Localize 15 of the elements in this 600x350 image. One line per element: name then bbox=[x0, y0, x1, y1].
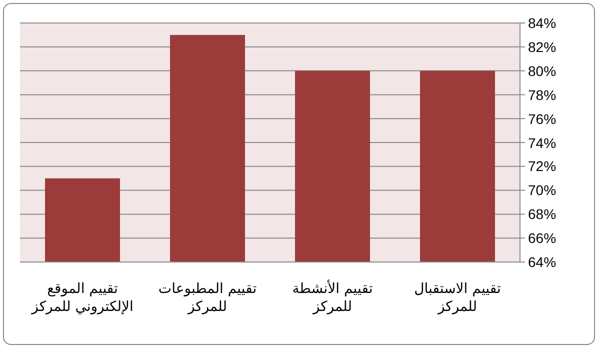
y-tick-label: 64% bbox=[528, 254, 556, 270]
x-tick-label: تقييم المطبوعات للمركز bbox=[157, 280, 258, 316]
y-tick-label: 80% bbox=[528, 62, 556, 79]
y-tick-label: 82% bbox=[528, 38, 556, 55]
y-tick-label: 74% bbox=[528, 134, 556, 150]
y-tick-label: 84% bbox=[528, 15, 556, 31]
x-tick-label: تقييم الأنشطة للمركز bbox=[291, 280, 374, 316]
y-tick-label: 70% bbox=[528, 182, 556, 198]
y-tick-label: 72% bbox=[528, 158, 556, 174]
y-tick-label: 66% bbox=[528, 230, 556, 246]
y-tick-label: 68% bbox=[528, 206, 556, 222]
x-tick-label: تقييم الموقع الإلكتروني للمركز bbox=[30, 280, 134, 316]
x-tick-label: تقييم الاستقبال للمركز bbox=[413, 280, 502, 316]
y-tick-label: 78% bbox=[528, 86, 556, 103]
y-tick-label: 76% bbox=[528, 110, 556, 127]
